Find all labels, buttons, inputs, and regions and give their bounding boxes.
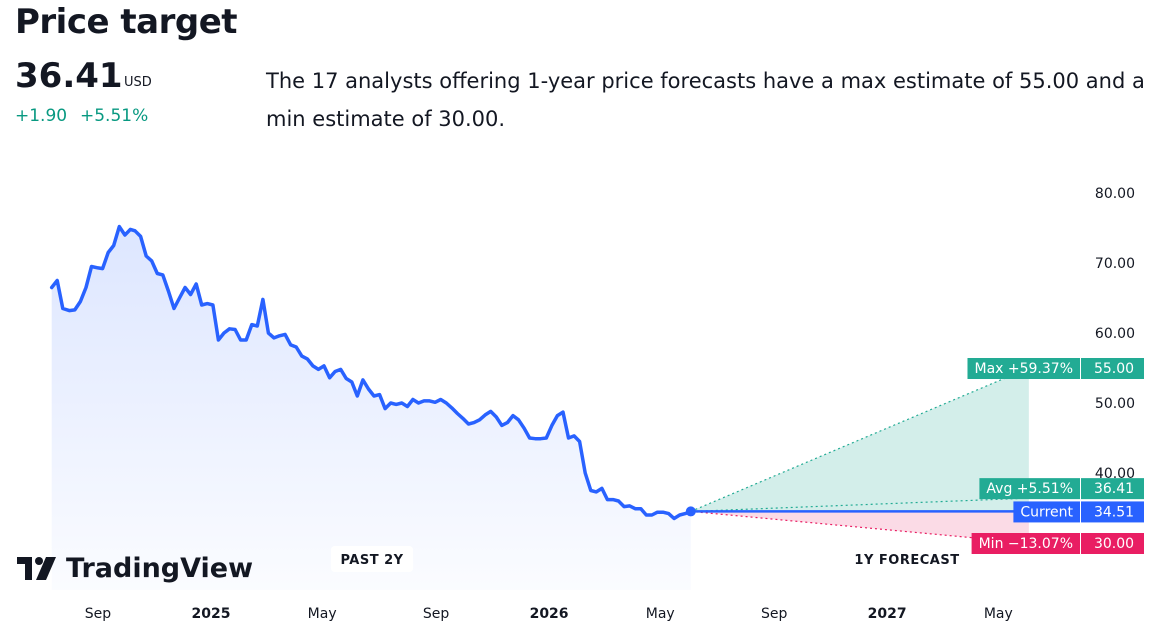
x-tick-label: May — [646, 606, 675, 622]
forecast-downside-area — [690, 511, 1029, 543]
forecast-min-line — [690, 510, 1029, 544]
y-tick-label: 60.00 — [1095, 326, 1135, 342]
tradingview-logo-icon — [17, 557, 56, 580]
max-estimate-tag-value-box — [1081, 358, 1144, 379]
period-label-past-text: PAST 2Y — [340, 553, 403, 568]
avg-estimate-tag: 36.41 Avg +5.51% — [979, 478, 1144, 500]
period-label-forecast-text: 1Y FORECAST — [854, 553, 959, 568]
max-estimate-tag-label-box — [967, 358, 1080, 379]
currency-label: USD — [124, 75, 152, 90]
current-price-tag-value: 34.51 — [1094, 504, 1134, 520]
current-price-point — [685, 506, 696, 517]
current-price-tag: 34.51 Current — [1013, 501, 1144, 523]
max-estimate-tag: 55.00 Max +59.37% — [967, 358, 1144, 379]
forecast-avg-line — [690, 497, 1029, 513]
min-estimate-tag: 30.00 Min −13.07% — [971, 533, 1144, 554]
period-label-forecast: 1Y FORECAST — [848, 546, 966, 572]
y-tick-label: 80.00 — [1095, 186, 1135, 202]
max-estimate-tag-label: Max +59.37% — [974, 361, 1073, 377]
x-tick-label: 2026 — [530, 606, 569, 622]
y-tick-label: 50.00 — [1095, 396, 1135, 412]
period-label-forecast-background — [848, 546, 966, 572]
x-tick-label: Sep — [85, 606, 112, 622]
x-tick-label: May — [308, 606, 337, 622]
tradingview-logo-text: TradingView — [66, 553, 253, 584]
page-title: Price target — [15, 2, 238, 42]
avg-estimate-tag-label: Avg +5.51% — [986, 481, 1073, 497]
min-estimate-tag-label: Min −13.07% — [979, 536, 1073, 552]
y-tick-label: 70.00 — [1095, 256, 1135, 272]
current-price-tag-label: Current — [1020, 504, 1073, 520]
change-percent: +5.51% — [80, 106, 149, 126]
x-tick-label: 2025 — [192, 606, 231, 622]
price-target-value: 36.41 — [15, 56, 123, 96]
min-estimate-tag-value-box — [1081, 533, 1144, 554]
avg-estimate-tag-value-box — [1081, 478, 1144, 500]
y-tick-label: 40.00 — [1095, 466, 1135, 482]
min-estimate-tag-value: 30.00 — [1094, 536, 1134, 552]
history-area — [51, 226, 691, 590]
x-tick-label: May — [984, 606, 1013, 622]
max-estimate-tag-value: 55.00 — [1094, 361, 1134, 377]
forecast-max-line — [690, 367, 1030, 512]
period-label-past-background — [330, 546, 414, 572]
change-absolute: +1.90 — [15, 106, 68, 126]
history-price-line — [49, 224, 693, 521]
period-label-past: PAST 2Y — [330, 546, 414, 572]
current-price-tag-value-box — [1081, 501, 1144, 523]
x-tick-label: 2027 — [868, 606, 907, 622]
x-tick-label: Sep — [761, 606, 788, 622]
current-price-tag-label-box — [1013, 501, 1080, 523]
avg-estimate-tag-label-box — [979, 478, 1080, 500]
forecast-description: The 17 analysts offering 1-year price fo… — [266, 69, 1145, 131]
avg-estimate-tag-value: 36.41 — [1094, 481, 1134, 497]
tradingview-logo: TradingView — [17, 553, 253, 584]
x-tick-label: Sep — [423, 606, 450, 622]
min-estimate-tag-label-box — [971, 533, 1080, 554]
